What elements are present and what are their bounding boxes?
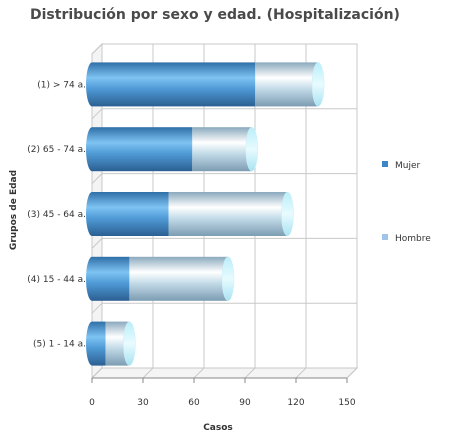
y-tick-label: (5) 1 - 14 a. <box>33 340 86 350</box>
bar-end-cap <box>221 256 235 302</box>
grid-wall-line <box>91 367 103 379</box>
bar-end-cap <box>123 321 136 366</box>
grid-wall-line <box>91 302 103 314</box>
x-tick-label: 90 <box>239 398 251 408</box>
bar-hombre <box>255 62 319 107</box>
bar-mujer <box>92 127 193 172</box>
grid-floor-line <box>244 367 256 379</box>
bars <box>86 62 325 366</box>
y-axis-title: Grupos de Edad <box>9 170 19 250</box>
bar-hombre <box>105 321 130 366</box>
grid-wall-line <box>91 238 103 249</box>
grid-floor-line <box>346 367 358 379</box>
y-tick-label: (4) 15 - 44 a. <box>27 275 86 285</box>
chart-title: Distribución por sexo y edad. (Hospitali… <box>30 7 400 23</box>
bar-hombre <box>192 127 252 172</box>
bar-mujer <box>92 192 169 236</box>
bar-end-cap <box>281 191 294 237</box>
bar-mujer <box>92 62 256 107</box>
y-tick-label: (3) 45 - 64 a. <box>27 210 86 220</box>
bar-mujer <box>92 256 130 301</box>
y-tick-label: (1) > 74 a. <box>37 80 86 90</box>
x-tick-label: 30 <box>137 398 149 408</box>
legend-label: Mujer <box>395 161 421 171</box>
x-tick-label: 120 <box>287 398 304 408</box>
grid-wall-line <box>91 43 103 55</box>
grid-floor-line <box>142 367 154 379</box>
x-tick-label: 60 <box>188 398 200 408</box>
grid-floor-line <box>193 367 205 379</box>
floor <box>90 367 359 379</box>
grid-wall-line <box>91 108 103 120</box>
legend-swatch <box>382 161 388 167</box>
y-tick-label: (2) 65 - 74 a. <box>27 145 86 155</box>
bar-end-cap <box>311 62 325 107</box>
bar-end-cap <box>245 126 259 172</box>
x-tick-label: 0 <box>89 398 95 408</box>
grid-wall-line <box>91 173 103 184</box>
grid-floor-line <box>295 367 307 379</box>
legend: Mujer Hombre <box>382 161 431 244</box>
ticks: 0 30 60 90 120 150 (1) > 74 a. (2) 65 - 74 a. (3… <box>27 80 356 408</box>
legend-swatch <box>382 234 388 240</box>
legend-label: Hombre <box>395 234 431 244</box>
bar-mujer <box>92 321 106 366</box>
bar-hombre <box>129 256 228 301</box>
x-tick-label: 150 <box>338 398 355 408</box>
x-axis-title: Casos <box>203 423 233 433</box>
bar-hombre <box>168 192 288 236</box>
